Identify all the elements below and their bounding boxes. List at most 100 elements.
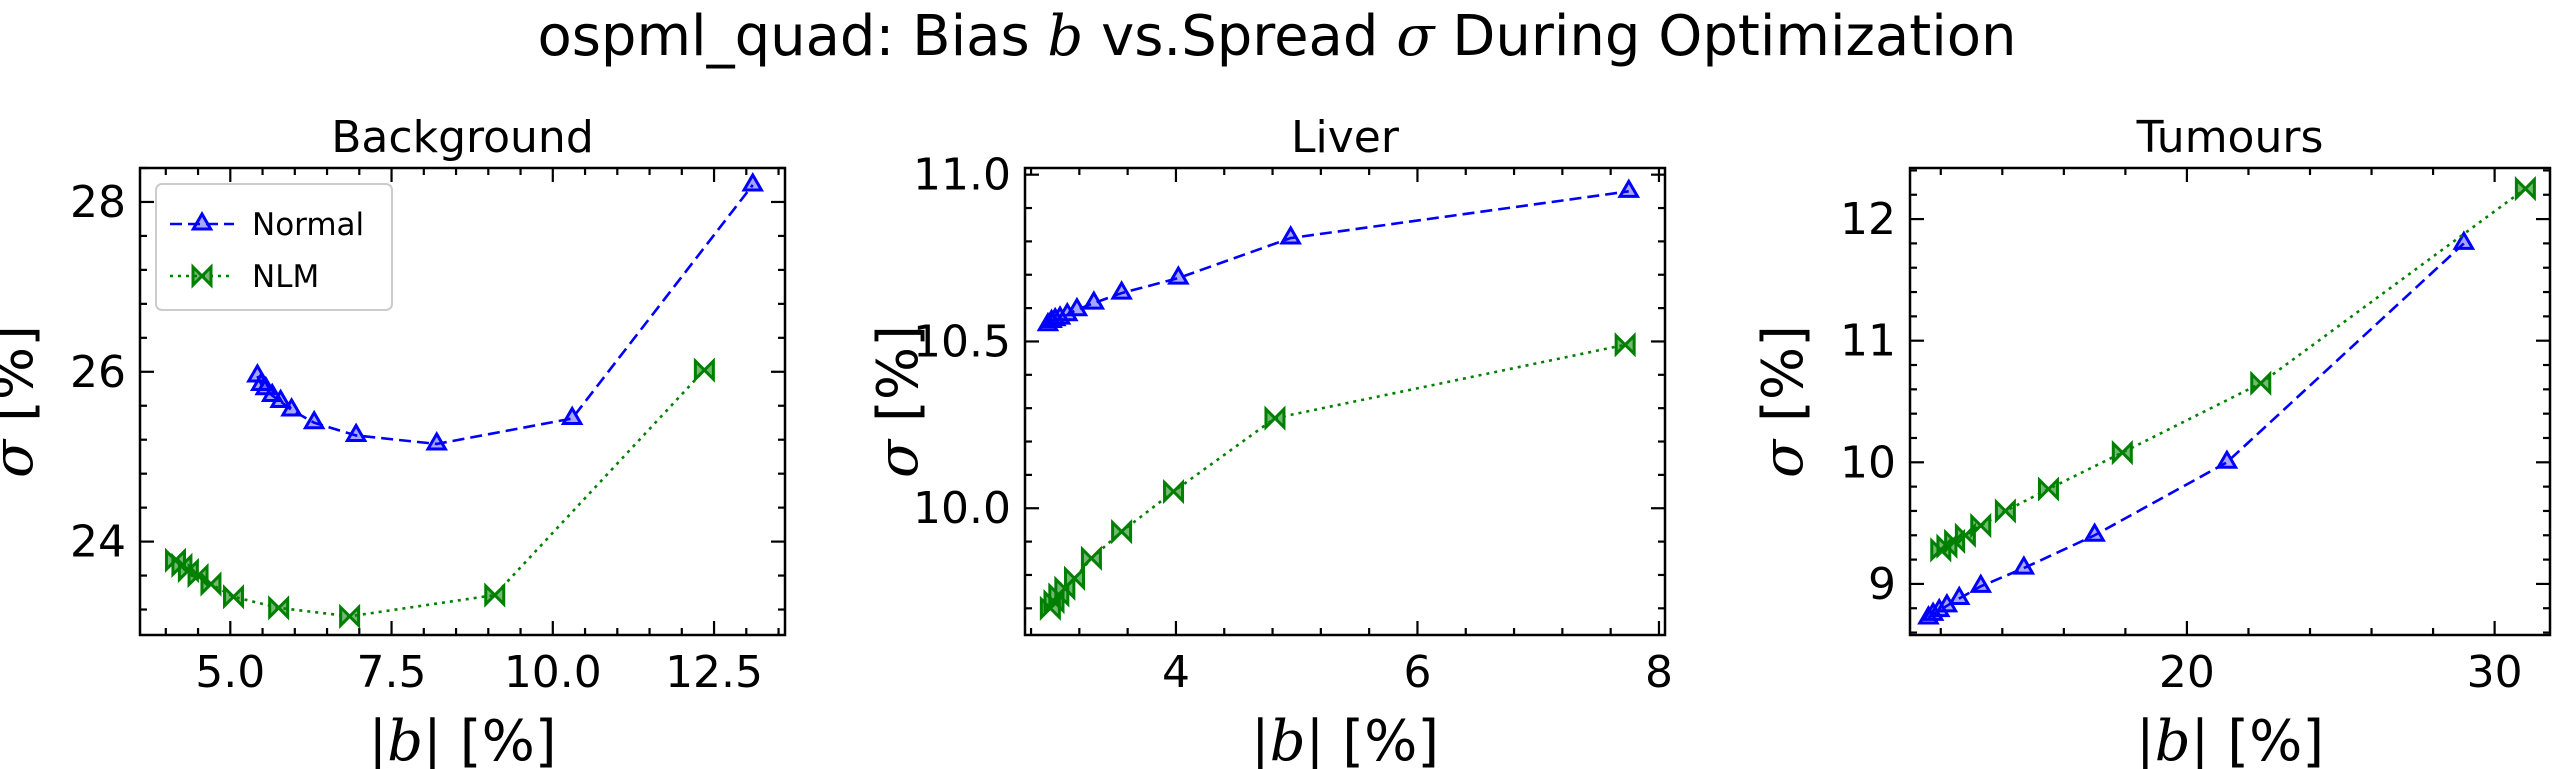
series-normal [246,171,765,451]
data-point-normal [425,430,449,451]
figure-title-prefix: ospml_quad: Bias [537,4,1047,69]
x-tick-label: 5.0 [195,647,265,698]
x-axis-label: |b| [%] [2136,709,2324,769]
y-tick-label: 11.0 [913,150,1011,201]
data-point-nlm [1111,518,1133,545]
panel-title: Background [331,112,594,163]
legend-label: NLM [252,259,319,295]
data-point-nlm [339,603,361,629]
data-point-normal [280,397,303,417]
legend-marker [191,263,213,289]
legend: Normal NLM [155,183,393,311]
data-point-normal [344,422,368,442]
axis-ticks [1910,168,2550,635]
data-point-normal [1167,265,1190,285]
chart-panel-background: Background 5.0 7.5 10.0 12.5 24 26 28 |b| [%] σ [… [0,112,787,769]
series-line-normal [1047,190,1629,326]
chart-panel-tumours: Tumours 20 30 9 10 11 12 |b| [%] σ [%] [1751,112,2552,769]
axes-frame [138,166,787,637]
data-point-nlm [2111,439,2133,466]
data-point-nlm [268,595,290,621]
data-point-nlm [200,571,222,597]
y-tick-label: 10.0 [913,483,1011,534]
series-nlm [1039,332,1636,621]
series-line-normal [1927,242,2465,619]
y-tick-label: 28 [70,177,126,228]
series-normal [1917,230,2476,625]
data-point-nlm [1614,332,1636,358]
data-point-normal [1279,225,1302,245]
data-point-normal [1082,290,1106,310]
y-tick-label: 12 [1840,194,1896,245]
panel-title: Tumours [2136,112,2324,163]
data-point-nlm [693,357,715,383]
panel-title: Liver [1291,112,1400,163]
x-tick-label: 10.0 [504,647,602,698]
legend-box [155,183,393,311]
legend-marker [190,211,214,231]
axis-ticks [140,166,785,635]
data-point-nlm [2250,370,2272,396]
y-axis-label: σ [%] [1751,325,1816,478]
axes-frame [1023,166,1667,637]
y-tick-label: 9 [1868,559,1896,610]
series-nlm [1930,176,2536,563]
axis-ticks [1025,168,1665,635]
data-point-nlm [223,584,245,610]
axes-frame [1908,166,2552,637]
data-point-nlm [1080,545,1102,571]
x-tick-label: 6 [1403,647,1431,698]
x-axis-label: |b| [%] [368,709,556,769]
data-point-nlm [1064,565,1086,591]
data-point-normal [1969,573,1993,593]
data-point-normal [2215,449,2239,469]
figure-title: ospml_quad: Bias b vs.Spread σ During Op… [537,4,2016,69]
data-point-nlm [484,582,506,608]
x-axis-label: |b| [%] [1251,709,1439,769]
y-tick-label: 26 [70,347,126,398]
data-point-normal [1065,296,1089,317]
x-tick-label: 20 [2159,647,2215,698]
x-tick-label: 7.5 [357,647,427,698]
figure-title-spread-symbol: σ [1396,4,1436,69]
data-point-normal [2012,555,2036,575]
x-tick-label: 12.5 [665,647,763,698]
chart-panels: Background 5.0 7.5 10.0 12.5 24 26 28 |b| [%] σ [… [0,112,2552,769]
data-point-normal [2083,522,2106,542]
series-line-normal [256,184,754,446]
series-line-nlm [1049,343,1626,609]
data-point-nlm [2514,176,2536,202]
data-point-normal [560,405,584,425]
y-tick-label: 11 [1840,316,1896,367]
legend-label: Normal [252,207,364,243]
series-normal [1036,178,1641,332]
y-tick-label: 10 [1840,437,1896,488]
figure-title-middle: vs.Spread [1083,4,1396,69]
y-tick-label: 24 [70,517,126,568]
data-point-nlm [1970,512,1992,539]
data-point-nlm [1163,478,1185,505]
x-tick-label: 30 [2467,647,2523,698]
series-line-nlm [1940,187,2527,551]
series-nlm [164,357,715,629]
data-point-normal [1110,280,1133,300]
data-point-normal [302,409,326,430]
data-point-nlm [1264,405,1286,431]
y-axis-label: σ [%] [866,325,931,478]
x-tick-label: 4 [1162,647,1190,698]
y-axis-label: σ [%] [0,325,46,478]
y-tick-label: 10.5 [913,316,1011,367]
chart-panel-liver: Liver 4 6 8 10.0 10.5 11.0 |b| [%] σ [%] [866,112,1673,769]
data-point-nlm [1994,498,2016,524]
figure-title-suffix: During Optimization [1434,4,2016,69]
data-point-normal [741,171,765,192]
data-point-normal [1947,585,1971,606]
data-point-normal [1617,178,1641,198]
data-point-nlm [2037,476,2059,502]
series-line-nlm [174,369,706,618]
x-tick-label: 8 [1645,647,1673,698]
data-point-normal [2452,230,2476,250]
figure-title-bias-symbol: b [1047,4,1083,69]
data-point-normal [269,388,292,408]
